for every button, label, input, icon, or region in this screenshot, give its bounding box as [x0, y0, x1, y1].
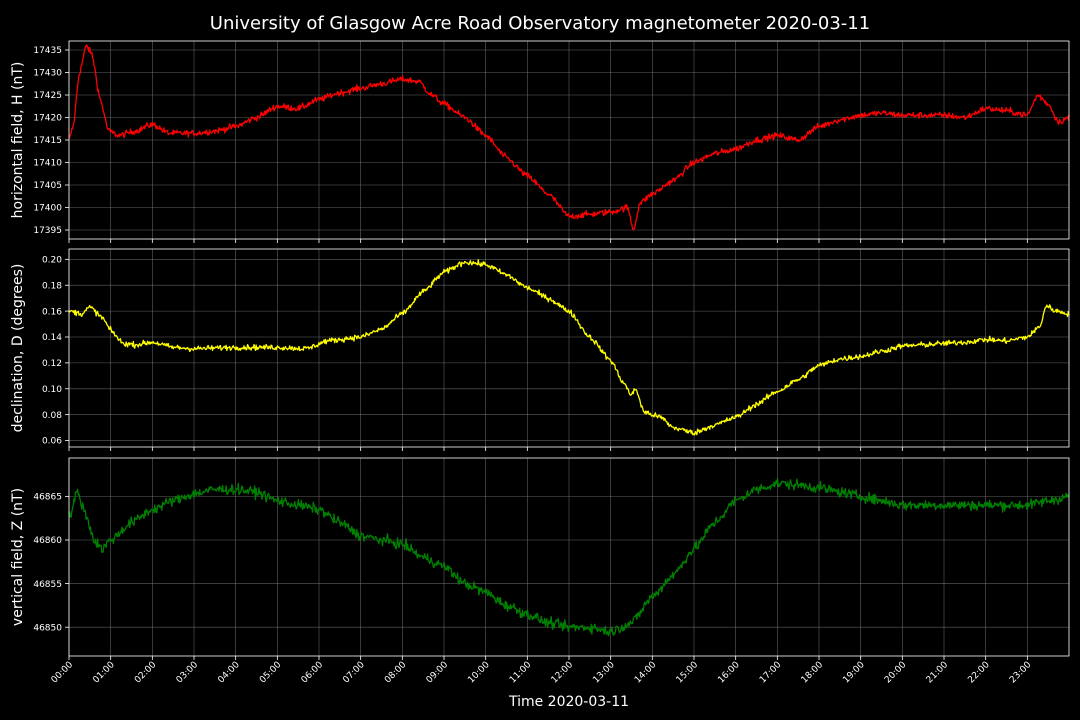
series-line-vertical-field — [68, 477, 1070, 637]
y-tick-label: 17420 — [33, 114, 62, 124]
panel-horizontal-field: 17395 17400 17405 17410 17415 17420 17425 17430… — [10, 40, 1070, 243]
y-tick-label: 17415 — [33, 136, 62, 146]
y-axis-label: horizontal field, H (nT) — [10, 62, 26, 219]
series-line-declination — [68, 259, 1070, 436]
y-tick-label: 0.20 — [42, 256, 62, 266]
y-tick-label: 17410 — [33, 159, 62, 169]
x-axis-label: Time 2020-03-11 — [508, 694, 629, 710]
series-line-horizontal-field — [68, 44, 1070, 231]
y-tick-label: 0.10 — [42, 385, 62, 395]
y-tick-label: 0.14 — [42, 333, 62, 343]
y-tick-label: 17400 — [33, 204, 62, 214]
y-tick-label: 17425 — [33, 91, 62, 101]
y-tick-label: 46860 — [33, 536, 62, 546]
y-tick-label: 0.08 — [42, 411, 62, 421]
panel-declination: 0.06 0.08 0.10 0.12 0.14 0.16 0.18 0.20 declinat… — [10, 248, 1070, 451]
y-tick-label: 17405 — [33, 181, 62, 191]
y-tick-label: 17430 — [33, 69, 62, 79]
plot-frame — [68, 457, 1070, 657]
y-tick-label: 0.12 — [42, 359, 62, 369]
panel-vertical-field: 46850 46855 46860 46865 vertical field, Z (n… — [10, 457, 1070, 660]
chart-title: University of Glasgow Acre Road Observat… — [210, 13, 870, 34]
y-tick-label: 0.16 — [42, 307, 62, 317]
y-tick-label: 46850 — [33, 623, 62, 633]
y-tick-label: 46855 — [33, 580, 62, 590]
y-tick-label: 0.18 — [42, 281, 62, 291]
plot-frame — [68, 40, 1070, 240]
y-axis-label: declination, D (degrees) — [10, 264, 26, 433]
y-tick-label: 17435 — [33, 46, 62, 56]
plot-frame — [68, 248, 1070, 448]
y-tick-label: 46865 — [33, 493, 62, 503]
y-axis-label: vertical field, Z (nT) — [10, 488, 26, 626]
y-tick-label: 0.06 — [42, 437, 62, 447]
y-tick-label: 17395 — [33, 226, 62, 236]
panels-layer: 17395 17400 17405 17410 17415 17420 17425 17430… — [10, 40, 1070, 685]
